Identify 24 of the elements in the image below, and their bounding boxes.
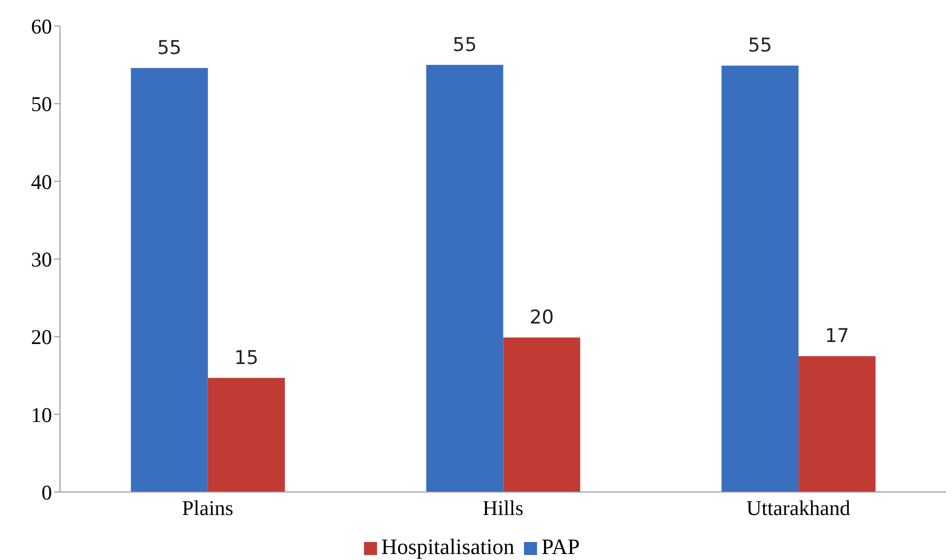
legend-label: Hospitalisation bbox=[381, 534, 514, 559]
data-label: 20 bbox=[530, 306, 554, 328]
data-label: 15 bbox=[234, 346, 258, 369]
y-tick-label: 10 bbox=[31, 402, 52, 427]
y-tick-label: 40 bbox=[31, 170, 52, 194]
x-tick-label: Uttarakhand bbox=[746, 496, 851, 520]
bar bbox=[426, 64, 504, 492]
bar bbox=[130, 68, 208, 492]
bar bbox=[798, 356, 876, 492]
bar bbox=[208, 378, 285, 492]
y-tick-label: 20 bbox=[31, 325, 52, 350]
x-tick-label: Hills bbox=[482, 496, 524, 520]
y-tick-label: 60 bbox=[31, 14, 52, 38]
y-tick-label: 30 bbox=[31, 247, 52, 272]
data-label: 17 bbox=[824, 325, 850, 348]
data-label: 55 bbox=[748, 34, 772, 57]
data-label: 55 bbox=[452, 34, 477, 56]
bar bbox=[722, 66, 799, 492]
y-tick-label: 50 bbox=[31, 92, 52, 116]
x-tick-label: Plains bbox=[182, 496, 234, 520]
y-tick-label: 0 bbox=[42, 480, 52, 504]
data-label: 55 bbox=[157, 36, 182, 59]
bar bbox=[503, 337, 580, 492]
legend-label: PAP bbox=[541, 534, 580, 559]
